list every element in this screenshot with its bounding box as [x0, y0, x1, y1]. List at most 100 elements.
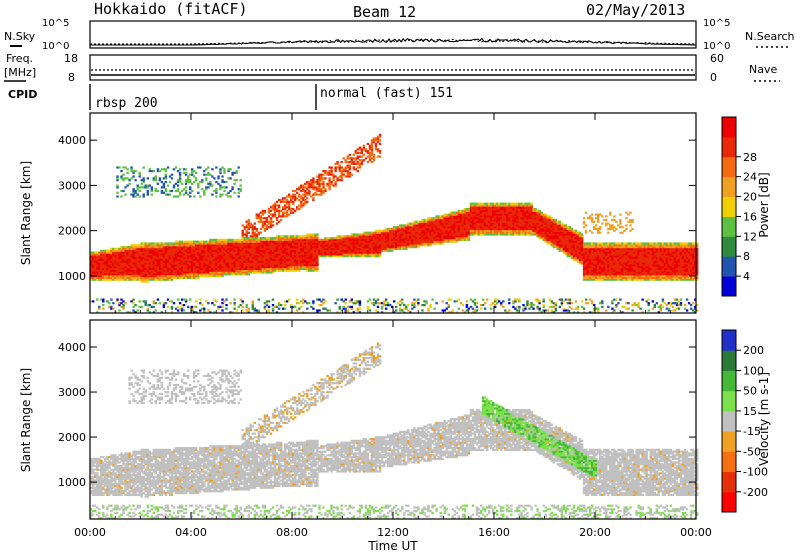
heatmap-cell	[156, 249, 160, 252]
heatmap-cell	[257, 255, 261, 258]
heatmap-cell	[170, 244, 174, 247]
heatmap-cell	[219, 193, 222, 196]
heatmap-cell	[235, 260, 238, 263]
heatmap-cell	[233, 262, 236, 265]
heatmap-cell	[189, 253, 192, 256]
heatmap-cell	[146, 186, 149, 189]
heatmap-cell	[233, 258, 236, 261]
heatmap-cell	[168, 265, 172, 269]
heatmap-cell	[172, 247, 176, 250]
heatmap-cell	[120, 305, 123, 308]
heatmap-cell	[213, 267, 216, 270]
heatmap-cell	[283, 265, 287, 269]
frequency-panel: Freq. [MHz] 18 8 60 0 Nave	[4, 52, 780, 84]
heatmap-cell	[211, 193, 214, 196]
heatmap-cell	[152, 170, 155, 173]
heatmap-cell	[203, 260, 206, 263]
heatmap-cell	[203, 256, 206, 260]
cpid-label: CPID	[8, 88, 37, 101]
heatmap-cell	[90, 273, 93, 276]
heatmap-cell	[168, 180, 172, 184]
heatmap-cell	[237, 260, 240, 263]
heatmap-cell	[277, 213, 281, 216]
heatmap-cell	[134, 247, 137, 250]
heatmap-cell	[215, 244, 218, 247]
heatmap-cell	[225, 186, 228, 189]
heatmap-cell	[344, 302, 347, 305]
heatmap-cell	[178, 249, 182, 252]
heatmap-cell	[281, 197, 285, 200]
heatmap-cell	[326, 182, 329, 185]
heatmap-cell	[154, 309, 157, 312]
heatmap-cell	[120, 177, 123, 180]
heatmap-cell	[255, 258, 258, 261]
heatmap-cell	[249, 238, 252, 241]
heatmap-cell	[356, 300, 359, 303]
heatmap-cell	[279, 267, 283, 270]
heatmap-cell	[233, 298, 236, 301]
heatmap-cell	[180, 304, 184, 307]
heatmap-cell	[189, 173, 192, 176]
heatmap-cell	[162, 191, 166, 194]
heatmap-cell	[219, 273, 222, 276]
heatmap-cell	[207, 253, 210, 256]
heatmap-cell	[275, 235, 279, 238]
heatmap-cell	[231, 271, 234, 274]
heatmap-cell	[138, 253, 141, 256]
heatmap-cell	[191, 251, 194, 254]
heatmap-cell	[118, 278, 121, 281]
heatmap-cell	[106, 267, 109, 270]
heatmap-cell	[102, 251, 105, 254]
heatmap-cell	[164, 273, 168, 276]
heatmap-cell	[176, 195, 180, 198]
heatmap-cell	[148, 260, 151, 263]
heatmap-cell	[92, 256, 95, 260]
heatmap-cell	[136, 256, 139, 260]
heatmap-cell	[114, 278, 117, 281]
heatmap-cell	[168, 246, 172, 249]
heatmap-cell	[213, 262, 216, 265]
heatmap-cell	[257, 220, 261, 223]
heatmap-cell	[94, 262, 97, 265]
heatmap-cell	[247, 309, 250, 312]
heatmap-cell	[255, 255, 258, 258]
heatmap-cell	[318, 309, 321, 312]
heatmap-cell	[197, 186, 200, 189]
heatmap-cell	[281, 211, 285, 214]
heatmap-cell	[132, 253, 135, 256]
heatmap-cell	[90, 255, 93, 258]
heatmap-cell	[255, 229, 258, 232]
heatmap-cell	[477, 213, 481, 216]
heatmap-cell	[259, 255, 263, 258]
heatmap-cell	[98, 278, 101, 281]
heatmap-cell	[243, 262, 246, 265]
heatmap-cell	[209, 253, 212, 256]
heatmap-cell	[257, 269, 261, 272]
heatmap-cell	[292, 256, 295, 260]
heatmap-cell	[223, 253, 226, 256]
heatmap-cell	[219, 271, 222, 274]
heatmap-cell	[263, 258, 267, 261]
heatmap-cell	[106, 300, 109, 303]
heatmap-cell	[132, 193, 135, 196]
heatmap-cell	[237, 240, 240, 243]
heatmap-cell	[162, 258, 166, 261]
heatmap-cell	[213, 271, 216, 274]
heatmap-cell	[128, 249, 131, 252]
heatmap-cell	[243, 249, 246, 252]
heatmap-cell	[417, 302, 420, 305]
heatmap-cell	[150, 249, 153, 252]
heatmap-cell	[479, 307, 483, 310]
heatmap-cell	[261, 209, 265, 212]
heatmap-cell	[253, 267, 256, 270]
heatmap-cell	[427, 307, 430, 310]
heatmap-cell	[134, 269, 137, 272]
heatmap-cell	[292, 265, 295, 269]
heatmap-cell	[195, 177, 198, 180]
heatmap-cell	[217, 260, 220, 263]
heatmap-cell	[152, 249, 155, 252]
heatmap-cell	[110, 247, 113, 250]
heatmap-cell	[292, 247, 295, 250]
heatmap-cell	[366, 300, 370, 303]
heatmap-cell	[229, 189, 232, 193]
